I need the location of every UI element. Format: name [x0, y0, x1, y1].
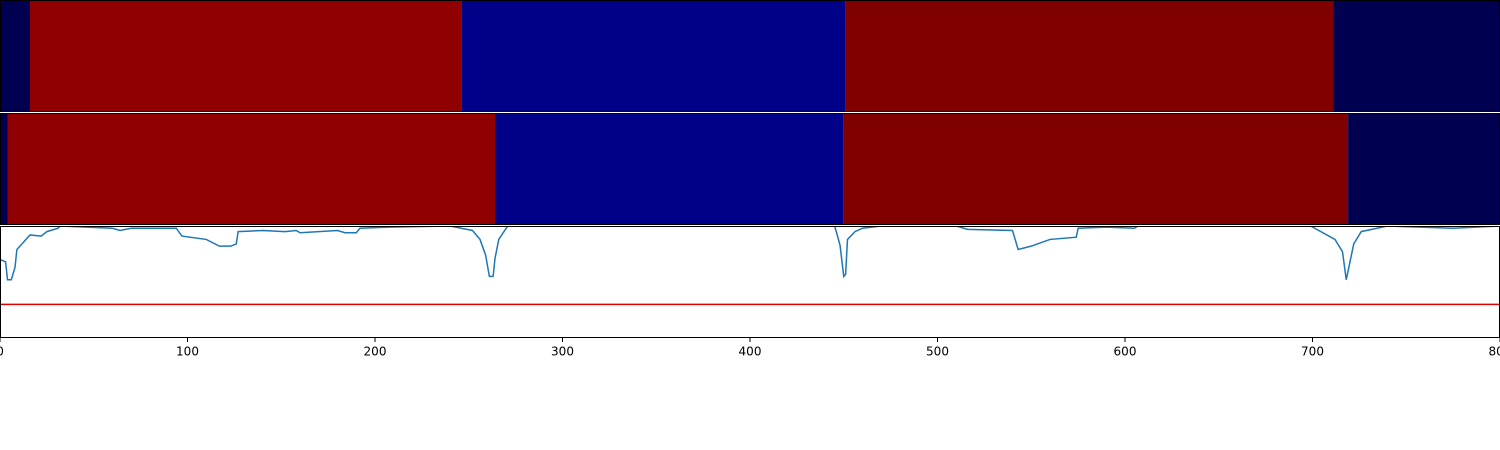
- x-tick-label: 300: [551, 345, 574, 359]
- segment: [495, 113, 844, 225]
- x-tick-label: 0: [0, 345, 4, 359]
- segment: [461, 0, 846, 112]
- plot-area: [0, 226, 1500, 281]
- line: [0, 226, 1500, 281]
- segment: [843, 113, 1349, 225]
- x-tick-label: 500: [926, 345, 949, 359]
- x-tick-label: 600: [1114, 345, 1137, 359]
- x-tick-label: 200: [364, 345, 387, 359]
- segment: [1333, 0, 1500, 112]
- segment: [7, 113, 495, 225]
- segment: [0, 0, 30, 112]
- x-tick-label: 700: [1301, 345, 1324, 359]
- segment: [0, 113, 8, 225]
- segment: [1348, 113, 1500, 225]
- segment: [30, 0, 462, 112]
- panel-frame: [0, 226, 1500, 338]
- x-tick-label: 400: [739, 345, 762, 359]
- x-tick-label: 800: [1489, 345, 1500, 359]
- segment: [845, 0, 1334, 112]
- x-tick-label: 100: [176, 345, 199, 359]
